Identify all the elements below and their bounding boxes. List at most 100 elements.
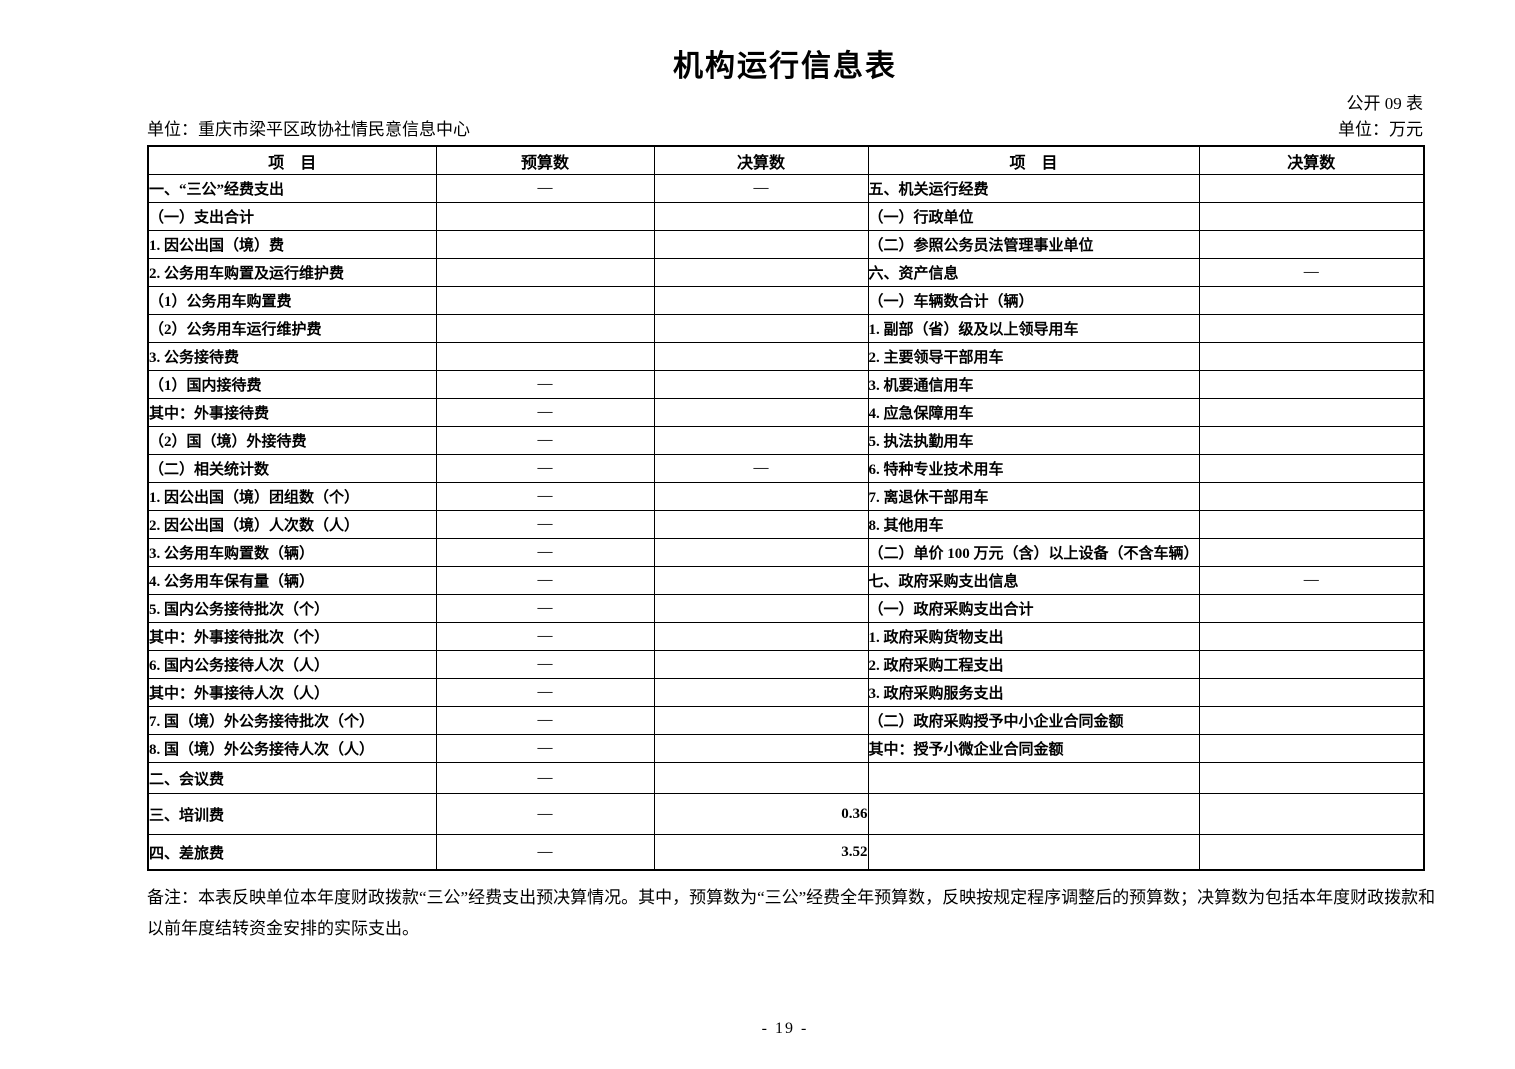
item-label-right: 7. 离退休干部用车 [867,482,1200,512]
final-value-left [653,398,869,428]
final-value-left: — [653,454,869,484]
item-label-left: （一）支出合计 [147,202,437,232]
table-row: 三、培训费 —0.36 [147,793,1425,836]
table-row: 3. 公务用车购置数（辆） — （二）单价 100 万元（含）以上设备（不含车辆） [147,538,1425,568]
item-label-right: （一）政府采购支出合计 [867,594,1200,624]
table-row: 其中：外事接待费 — 4. 应急保障用车 [147,398,1425,428]
budget-value: — [435,734,655,764]
item-label-right: （一）行政单位 [867,202,1200,232]
final-value-right [1198,342,1425,372]
final-value-left [653,202,869,232]
final-value-left [653,762,869,795]
table-row: 7. 国（境）外公务接待批次（个） — （二）政府采购授予中小企业合同金额 [147,706,1425,736]
budget-value: — [435,426,655,456]
final-value-right: — [1198,566,1425,596]
final-value-left [653,538,869,568]
item-label-left: 其中：外事接待人次（人） [147,678,437,708]
unit-currency: 单位：万元 [1338,119,1423,139]
final-value-right [1198,482,1425,512]
table-row: （2）国（境）外接待费 — 5. 执法执勤用车 [147,426,1425,456]
header-budget: 预算数 [435,145,655,176]
item-label-left: （2）国（境）外接待费 [147,426,437,456]
budget-value [435,286,655,316]
page-title: 机构运行信息表 [673,50,897,83]
item-label-right: 4. 应急保障用车 [867,398,1200,428]
item-label-right: 1. 政府采购货物支出 [867,622,1200,652]
item-label-left: （1）公务用车购置费 [147,286,437,316]
final-value-right [1198,538,1425,568]
budget-value [435,258,655,288]
final-value-right [1198,202,1425,232]
table-row: 6. 国内公务接待人次（人） — 2. 政府采购工程支出 [147,650,1425,680]
info-table: 项 目 预算数 决算数 项 目 决算数 一、“三公”经费支出 — — 五、机关运行经费… [147,144,1425,871]
item-label-left: 3. 公务接待费 [147,342,437,372]
final-value-left [653,426,869,456]
item-label-left: 其中：外事接待费 [147,398,437,428]
item-label-left: 三、培训费 [147,793,437,836]
budget-value [435,202,655,232]
item-label-left: 5. 国内公务接待批次（个） [147,594,437,624]
item-label-left: 其中：外事接待批次（个） [147,622,437,652]
table-row: 二、会议费 — [147,762,1425,795]
item-label-right: 3. 机要通信用车 [867,370,1200,400]
item-label-right: 2. 主要领导干部用车 [867,342,1200,372]
item-label-right: 七、政府采购支出信息 [867,566,1200,596]
table-row: 1. 因公出国（境）团组数（个） — 7. 离退休干部用车 [147,482,1425,512]
budget-value: — [435,834,655,871]
header-final-left: 决算数 [653,145,869,176]
budget-value: — [435,538,655,568]
table-row: 2. 因公出国（境）人次数（人） — 8. 其他用车 [147,510,1425,540]
item-label-right: 其中：授予小微企业合同金额 [867,734,1200,764]
budget-value: — [435,762,655,795]
table-row: （2）公务用车运行维护费 1. 副部（省）级及以上领导用车 [147,314,1425,344]
note-line: 以前年度结转资金安排的实际支出。 [147,919,419,939]
note-line: 备注：本表反映单位本年度财政拨款“三公”经费支出预决算情况。其中，预算数为“三公… [147,887,1436,907]
final-value-right [1198,370,1425,400]
final-value-right [1198,622,1425,652]
budget-value [435,342,655,372]
item-label-right: 8. 其他用车 [867,510,1200,540]
final-value-left: — [653,174,869,204]
item-label-right: 五、机关运行经费 [867,174,1200,204]
item-label-left: 7. 国（境）外公务接待批次（个） [147,706,437,736]
final-value-left [653,622,869,652]
final-value-right [1198,454,1425,484]
table-row: 一、“三公”经费支出 — — 五、机关运行经费 [147,174,1425,204]
budget-value: — [435,510,655,540]
final-value-left [653,510,869,540]
item-label-left: 8. 国（境）外公务接待人次（人） [147,734,437,764]
budget-value: — [435,370,655,400]
table-row: 8. 国（境）外公务接待人次（人） — 其中：授予小微企业合同金额 [147,734,1425,764]
item-label-right: 2. 政府采购工程支出 [867,650,1200,680]
final-value-right [1198,762,1425,795]
table-header: 项 目 预算数 决算数 项 目 决算数 [147,145,1425,176]
item-label-left: 4. 公务用车保有量（辆） [147,566,437,596]
final-value-right [1198,594,1425,624]
final-value-left [653,482,869,512]
final-value-right [1198,510,1425,540]
item-label-left: 2. 因公出国（境）人次数（人） [147,510,437,540]
final-value-left: 0.36 [653,793,869,836]
item-label-left: 3. 公务用车购置数（辆） [147,538,437,568]
final-value-left: 3.52 [653,834,869,871]
item-label-right: 六、资产信息 [867,258,1200,288]
item-label-left: （二）相关统计数 [147,454,437,484]
item-label-right [867,834,1200,871]
table-row: （一）支出合计 （一）行政单位 [147,202,1425,232]
budget-value: — [435,174,655,204]
item-label-right: 6. 特种专业技术用车 [867,454,1200,484]
form-number: 公开 09 表 [1346,93,1424,113]
final-value-right [1198,314,1425,344]
item-label-left: （1）国内接待费 [147,370,437,400]
final-value-right [1198,650,1425,680]
table-row: 其中：外事接待人次（人） — 3. 政府采购服务支出 [147,678,1425,708]
item-label-left: 四、差旅费 [147,834,437,871]
item-label-right [867,762,1200,795]
final-value-right [1198,286,1425,316]
final-value-right [1198,834,1425,871]
final-value-right [1198,174,1425,204]
table-row: （1）公务用车购置费 （一）车辆数合计（辆） [147,286,1425,316]
item-label-right: （一）车辆数合计（辆） [867,286,1200,316]
final-value-left [653,594,869,624]
